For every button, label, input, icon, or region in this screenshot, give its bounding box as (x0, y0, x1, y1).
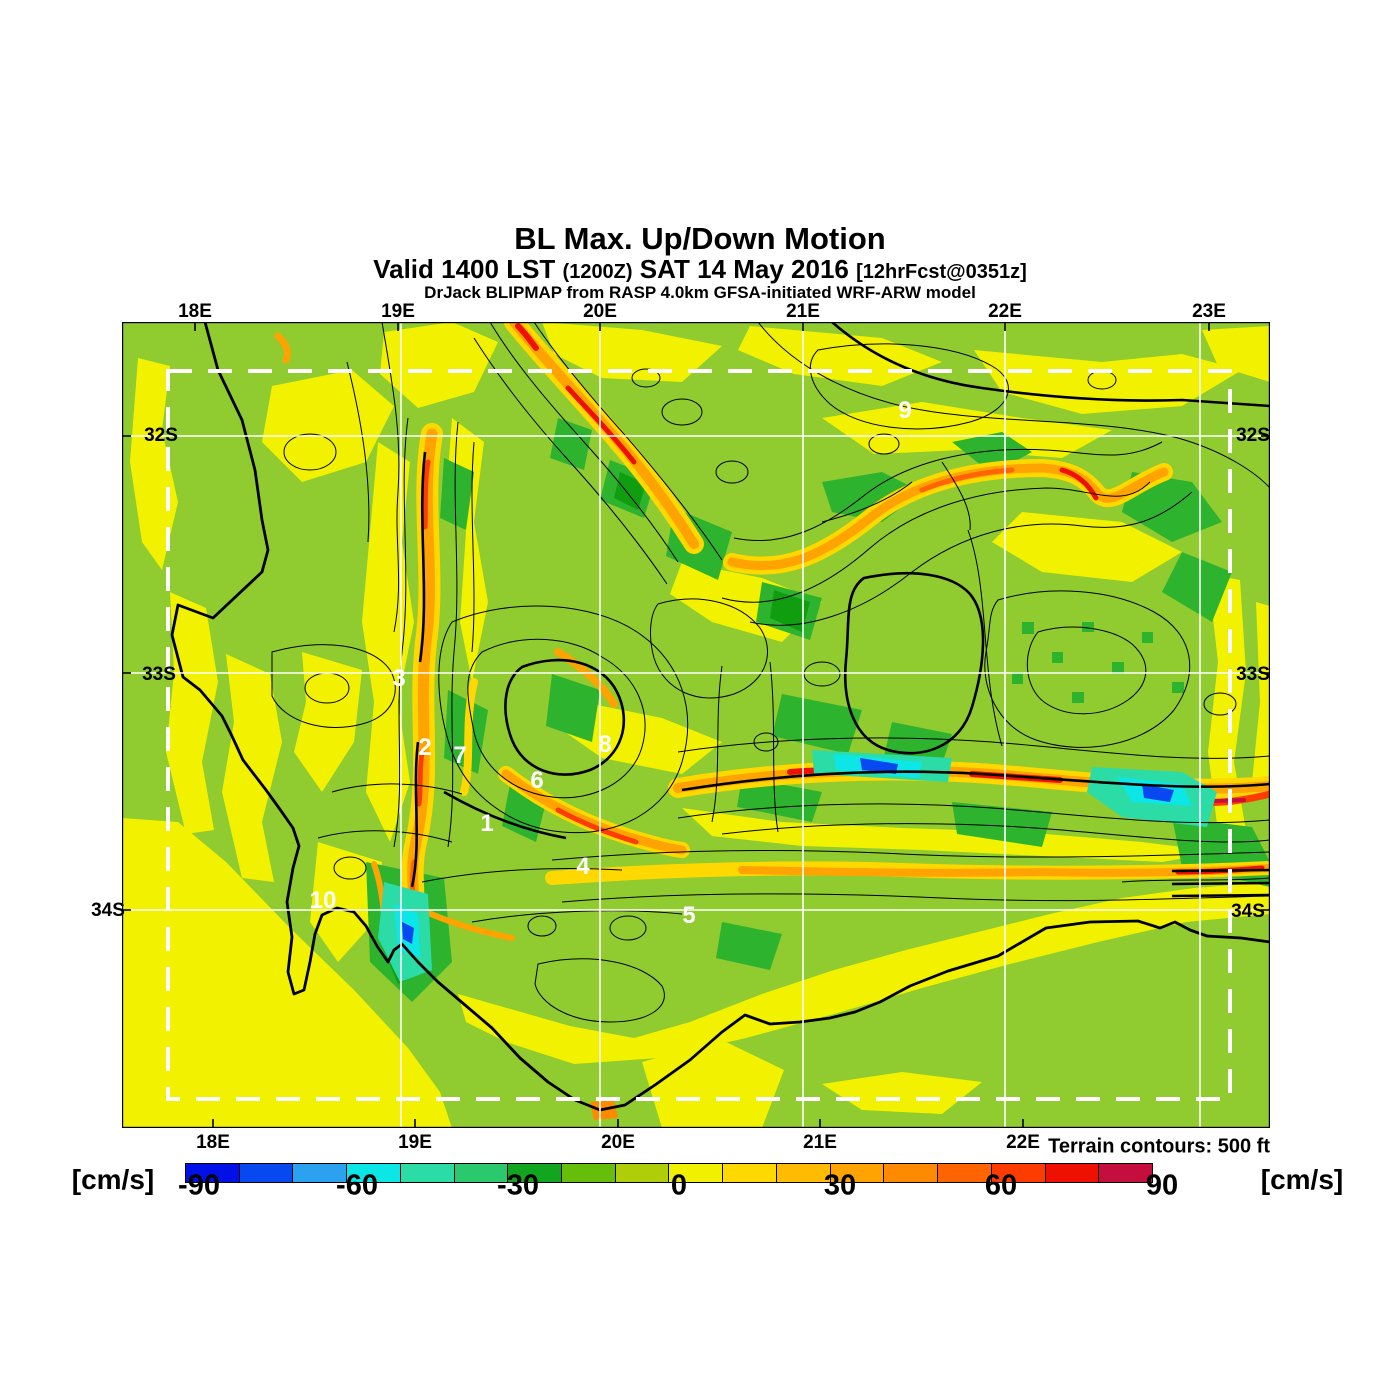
site-marker: 8 (598, 731, 611, 758)
colorbar-cell (346, 1164, 400, 1182)
colorbar-cell (238, 1164, 293, 1182)
terrain-contours-note: Terrain contours: 500 ft (1048, 1135, 1270, 1158)
site-marker: 3 (392, 665, 405, 692)
forecast-tag: [12hrFcst@0351z] (856, 261, 1027, 284)
site-marker: 7 (453, 742, 466, 769)
colorbar-tick: 0 (670, 1169, 688, 1202)
map-canvas: 1 2 3 4 5 6 7 8 9 10 (121, 312, 1280, 1129)
site-markers: 1 2 3 4 5 6 7 8 9 10 (310, 397, 912, 929)
forecast-map: 1 2 3 4 5 6 7 8 9 10 (121, 312, 1280, 1129)
site-marker: 6 (530, 767, 543, 794)
colorbar-cell (883, 1164, 938, 1182)
coastline (170, 321, 1271, 1112)
lat-label-left: 33S (142, 664, 176, 685)
lon-label-bottom: 18E (196, 1132, 230, 1153)
colorbar-cell (292, 1164, 347, 1182)
colorbar-tick: -90 (178, 1169, 220, 1202)
colorbar-cell (561, 1164, 615, 1182)
lon-label-top: 22E (988, 301, 1022, 322)
major-terrain-contours (410, 321, 1271, 898)
colorbar (185, 1163, 1153, 1183)
colorbar-cell (990, 1164, 1045, 1182)
site-marker: 5 (682, 902, 695, 929)
colorbar-cell (775, 1164, 830, 1182)
lat-label-right: 32S (1236, 425, 1270, 446)
model-line: DrJack BLIPMAP from RASP 4.0km GFSA-init… (424, 283, 976, 303)
zulu-time: (1200Z) (562, 261, 633, 284)
graticule (122, 322, 1270, 1128)
lon-label-top: 18E (178, 301, 212, 322)
colorbar-cell (829, 1164, 884, 1182)
lon-label-top: 23E (1192, 301, 1226, 322)
colorbar-cell (614, 1164, 669, 1182)
colorbar-cell (399, 1164, 454, 1182)
map-frame (121, 321, 1271, 1129)
site-marker: 1 (480, 810, 493, 837)
site-marker: 2 (418, 734, 431, 761)
site-marker: 10 (310, 887, 337, 914)
lon-label-top: 20E (583, 301, 617, 322)
lon-label-bottom: 19E (398, 1132, 432, 1153)
lon-label-bottom: 22E (1006, 1132, 1040, 1153)
colorbar-tick: -60 (336, 1169, 378, 1202)
lon-label-top: 19E (381, 301, 415, 322)
colorbar-cell (1044, 1164, 1099, 1182)
colorbar-cell (1098, 1164, 1152, 1182)
colorbar-unit-right: [cm/s] (1260, 1164, 1344, 1195)
page-title: BL Max. Up/Down Motion (514, 221, 886, 256)
colorbar-cell (937, 1164, 991, 1182)
colorbar-cell (186, 1164, 239, 1182)
axis-ticks (122, 322, 1270, 1128)
lat-label-left: 32S (144, 425, 178, 446)
lift-regions (122, 322, 1270, 1128)
site-marker: 4 (576, 853, 590, 880)
header: BL Max. Up/Down Motion Valid 1400 LST (1… (0, 222, 1400, 302)
colorbar-tick: -30 (497, 1169, 539, 1202)
colorbar-cell (668, 1164, 723, 1182)
lon-label-top: 21E (786, 301, 820, 322)
colorbar-tick: 90 (1145, 1169, 1179, 1202)
colorbar-cell (722, 1164, 776, 1182)
lat-label-left: 34S (91, 900, 125, 921)
colorbar-cell (453, 1164, 508, 1182)
lat-label-right: 34S (1231, 901, 1265, 922)
colorbar-tick: 30 (823, 1169, 857, 1202)
colorbar-cell (507, 1164, 562, 1182)
valid-time-line: Valid 1400 LST (1200Z) SAT 14 May 2016 [… (373, 254, 1027, 285)
colorbar-unit-left: [cm/s] (71, 1164, 155, 1195)
site-marker: 9 (898, 397, 911, 424)
lat-label-right: 33S (1236, 664, 1270, 685)
lon-label-bottom: 20E (601, 1132, 635, 1153)
model-domain-boundary (166, 369, 1232, 1101)
lon-label-bottom: 21E (803, 1132, 837, 1153)
colorbar-tick: 60 (984, 1169, 1018, 1202)
